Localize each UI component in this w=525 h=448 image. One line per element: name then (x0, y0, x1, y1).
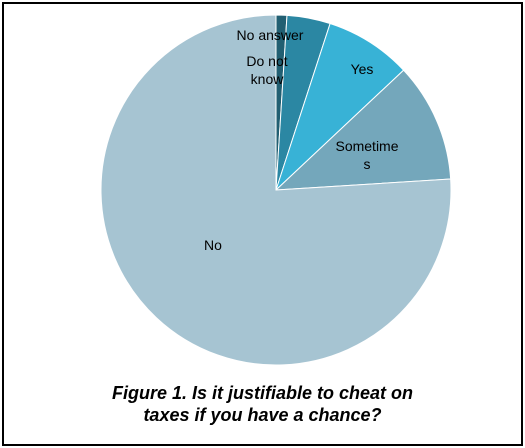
pie-slice-no (100, 14, 452, 366)
caption-line-2: taxes if you have a chance? (143, 405, 382, 425)
pie-label-no-answer: No answer (237, 27, 304, 43)
pie-chart: No answer Do not know Yes Sometime s No (100, 14, 452, 366)
pie-label-sometimes: Sometime s (335, 138, 398, 172)
pie-label-yes: Yes (351, 61, 374, 77)
pie-label-no: No (204, 237, 222, 253)
pie-labels: No answer Do not know Yes Sometime s No (204, 27, 399, 253)
pie-slices (100, 14, 452, 366)
pie-slice-sometimes (274, 69, 452, 191)
figure-caption: Figure 1. Is it justifiable to cheat on … (4, 382, 521, 426)
pie-label-do-not-know: Do not know (246, 53, 287, 87)
caption-line-1: Figure 1. Is it justifiable to cheat on (111, 383, 414, 403)
